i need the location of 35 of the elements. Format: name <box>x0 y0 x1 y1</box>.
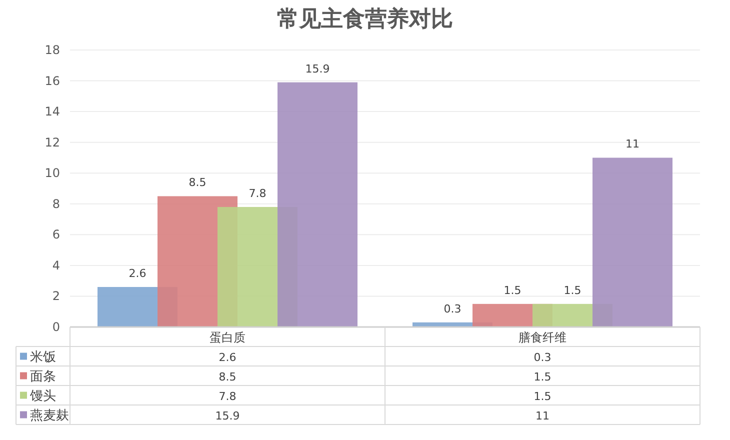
data-label: 8.5 <box>188 176 206 190</box>
text: 7.8 <box>218 390 236 403</box>
x-tick-label: 蛋白质 <box>210 330 246 344</box>
y-tick-label: 10 <box>44 166 60 180</box>
x-tick-label: 膳食纤维 <box>518 330 566 344</box>
y-tick-label: 16 <box>44 74 60 88</box>
data-label: 2.6 <box>128 266 146 280</box>
data-label: 1.5 <box>564 284 582 297</box>
legend-label: 馒头 <box>29 389 56 404</box>
data-label: 0.3 <box>444 302 462 316</box>
text: 8.5 <box>218 370 236 384</box>
y-tick-label: 12 <box>44 135 60 150</box>
legend-label: 燕麦麸 <box>30 408 69 424</box>
bar <box>278 82 358 327</box>
text: 11 <box>536 410 550 422</box>
bar <box>592 158 672 327</box>
legend-label: 面条 <box>30 370 56 384</box>
title: 常见主食营养对比 <box>277 7 453 32</box>
data-label: 11 <box>626 138 640 151</box>
text: 0.3 <box>534 351 552 364</box>
data-label: 1.5 <box>504 284 522 297</box>
y-tick-label: 4 <box>52 258 60 272</box>
text: 1.5 <box>534 370 552 384</box>
y-tick-label: 8 <box>52 196 60 211</box>
data-label: 7.8 <box>248 186 266 200</box>
text: 15.9 <box>215 410 240 422</box>
y-tick-label: 14 <box>44 104 60 119</box>
y-tick-label: 6 <box>52 228 60 242</box>
text: 2.6 <box>218 351 236 364</box>
y-tick-label: 18 <box>44 43 60 57</box>
data-label: 15.9 <box>305 62 330 76</box>
text: 1.5 <box>534 390 552 403</box>
legend-label: 米饭 <box>30 350 56 365</box>
y-tick-label: 2 <box>52 289 60 304</box>
y-tick-label: 0 <box>52 320 60 334</box>
